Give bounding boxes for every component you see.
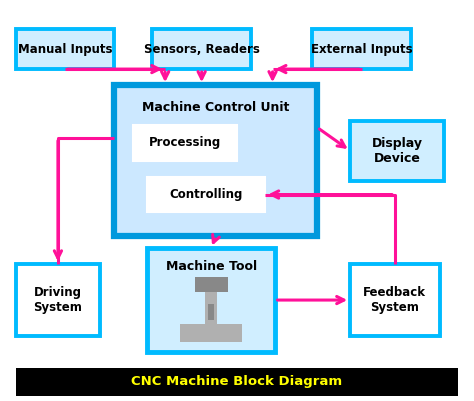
FancyBboxPatch shape: [133, 125, 237, 161]
FancyBboxPatch shape: [152, 29, 251, 69]
FancyBboxPatch shape: [312, 29, 411, 69]
Text: External Inputs: External Inputs: [311, 43, 413, 56]
Text: Machine Control Unit: Machine Control Unit: [142, 101, 290, 114]
FancyBboxPatch shape: [350, 264, 439, 336]
Text: Controlling: Controlling: [170, 188, 243, 201]
FancyBboxPatch shape: [16, 368, 458, 396]
FancyBboxPatch shape: [115, 85, 317, 236]
Text: Manual Inputs: Manual Inputs: [18, 43, 112, 56]
Text: CNC Machine Block Diagram: CNC Machine Block Diagram: [131, 375, 343, 388]
Text: Sensors, Readers: Sensors, Readers: [144, 43, 260, 56]
Text: Machine Tool: Machine Tool: [165, 260, 256, 273]
Text: Driving
System: Driving System: [34, 286, 82, 314]
FancyBboxPatch shape: [147, 248, 275, 352]
FancyBboxPatch shape: [147, 176, 265, 213]
FancyBboxPatch shape: [16, 29, 115, 69]
FancyBboxPatch shape: [181, 324, 242, 342]
Text: Feedback
System: Feedback System: [364, 286, 426, 314]
FancyBboxPatch shape: [208, 304, 214, 320]
FancyBboxPatch shape: [195, 277, 228, 292]
Text: Display
Device: Display Device: [372, 137, 423, 165]
Text: Processing: Processing: [149, 136, 221, 149]
FancyBboxPatch shape: [205, 292, 217, 324]
FancyBboxPatch shape: [16, 264, 100, 336]
FancyBboxPatch shape: [350, 121, 444, 180]
